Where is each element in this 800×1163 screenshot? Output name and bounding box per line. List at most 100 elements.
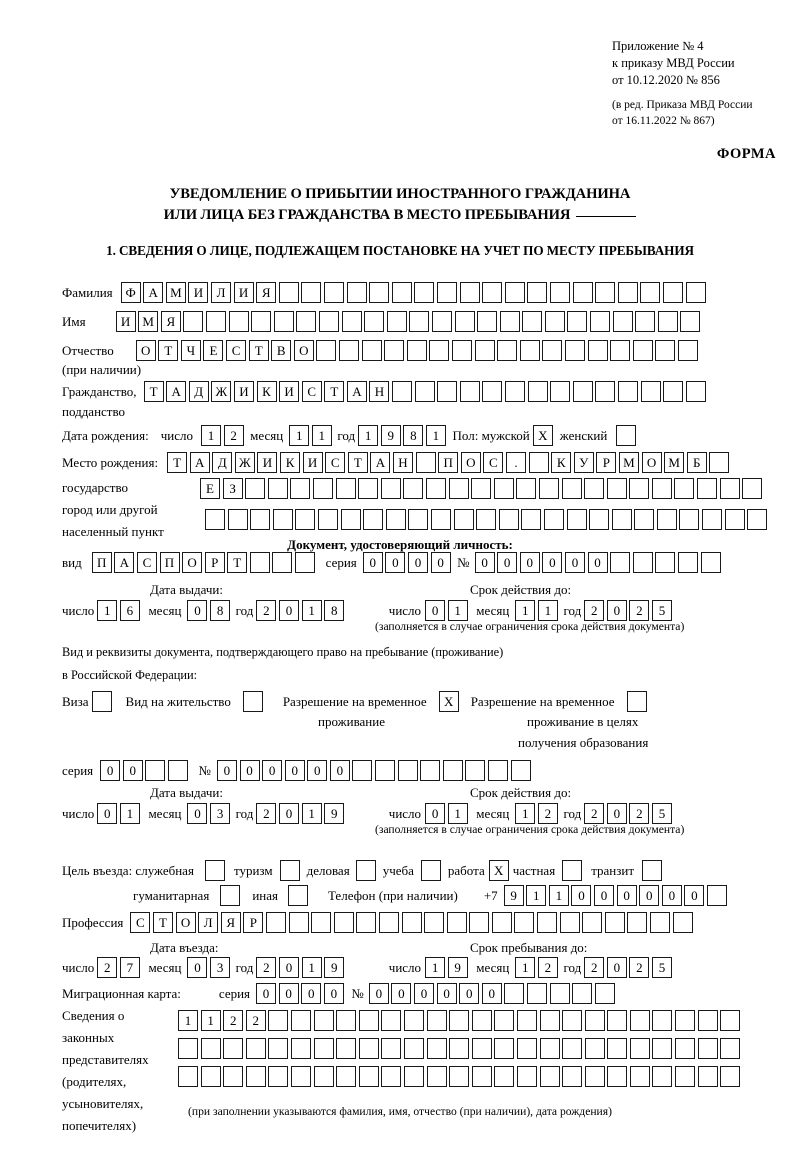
comb-cell[interactable]: П xyxy=(438,452,459,473)
comb-cell[interactable] xyxy=(333,912,354,933)
comb-cell[interactable] xyxy=(632,340,653,361)
comb-cell[interactable]: 1 xyxy=(425,425,446,446)
comb-cell[interactable] xyxy=(527,381,548,402)
comb-cell[interactable]: 0 xyxy=(368,983,389,1004)
comb-cell[interactable] xyxy=(627,912,648,933)
comb-cell[interactable]: С xyxy=(226,340,247,361)
comb-cell[interactable] xyxy=(431,311,452,332)
comb-cell[interactable] xyxy=(290,1038,311,1059)
comb-cell[interactable]: 0 xyxy=(187,803,208,824)
comb-cell[interactable]: Р xyxy=(204,552,225,573)
comb-cell[interactable]: 1 xyxy=(515,803,536,824)
comb-cell[interactable] xyxy=(595,381,616,402)
comb-cell[interactable] xyxy=(719,477,740,499)
comb-cell[interactable]: О xyxy=(460,452,481,473)
comb-cell[interactable] xyxy=(474,340,495,361)
comb-cell[interactable]: 1 xyxy=(515,957,536,978)
comb-cell[interactable]: 2 xyxy=(256,803,277,824)
comb-cell[interactable] xyxy=(516,1010,537,1031)
comb-cell[interactable] xyxy=(663,381,684,402)
comb-cell[interactable]: 2 xyxy=(629,600,650,621)
comb-cell[interactable]: 9 xyxy=(324,803,345,824)
comb-cell[interactable] xyxy=(590,311,611,332)
comb-cell[interactable]: Т xyxy=(158,340,179,361)
comb-cell[interactable] xyxy=(414,282,435,303)
comb-cell[interactable] xyxy=(316,340,337,361)
comb-cell[interactable]: Р xyxy=(243,912,264,933)
comb-cell[interactable]: 0 xyxy=(391,983,412,1004)
comb-cell[interactable]: Н xyxy=(369,381,390,402)
comb-cell[interactable]: 1 xyxy=(178,1010,198,1031)
comb-cell[interactable] xyxy=(640,381,661,402)
comb-cell[interactable] xyxy=(618,381,639,402)
comb-cell[interactable]: 2 xyxy=(537,803,558,824)
comb-cell[interactable] xyxy=(572,381,593,402)
comb-cell[interactable] xyxy=(426,1066,447,1087)
comb-cell[interactable]: М xyxy=(618,452,639,473)
comb-cell[interactable] xyxy=(205,509,225,530)
comb-cell[interactable] xyxy=(352,760,373,781)
comb-cell[interactable] xyxy=(700,552,721,573)
purpose-tourism-checkbox[interactable] xyxy=(279,860,300,881)
comb-cell[interactable]: 0 xyxy=(323,983,344,1004)
comb-cell[interactable]: 1 xyxy=(548,885,569,906)
comb-cell[interactable] xyxy=(584,477,605,499)
comb-cell[interactable] xyxy=(650,912,671,933)
comb-cell[interactable] xyxy=(594,983,615,1004)
comb-cell[interactable]: 0 xyxy=(542,552,563,573)
comb-cell[interactable] xyxy=(528,452,549,473)
comb-cell[interactable] xyxy=(401,912,422,933)
comb-cell[interactable] xyxy=(381,1010,402,1031)
comb-cell[interactable] xyxy=(675,1038,696,1059)
comb-cell[interactable] xyxy=(436,282,457,303)
comb-cell[interactable] xyxy=(497,340,518,361)
comb-cell[interactable]: Р xyxy=(596,452,617,473)
comb-cell[interactable] xyxy=(311,912,332,933)
comb-cell[interactable] xyxy=(471,1010,492,1031)
comb-cell[interactable] xyxy=(278,282,299,303)
comb-cell[interactable] xyxy=(679,509,700,530)
comb-cell[interactable] xyxy=(273,311,294,332)
comb-cell[interactable] xyxy=(471,1038,492,1059)
comb-cell[interactable] xyxy=(446,912,467,933)
comb-cell[interactable] xyxy=(403,1066,424,1087)
comb-cell[interactable]: Ж xyxy=(211,381,232,402)
comb-cell[interactable] xyxy=(491,912,512,933)
comb-cell[interactable]: С xyxy=(483,452,504,473)
purpose-study-checkbox[interactable] xyxy=(420,860,441,881)
comb-cell[interactable]: И xyxy=(257,452,278,473)
comb-cell[interactable]: М xyxy=(664,452,685,473)
comb-cell[interactable]: Т xyxy=(248,340,269,361)
comb-cell[interactable] xyxy=(414,381,435,402)
comb-cell[interactable] xyxy=(426,1010,447,1031)
comb-cell[interactable] xyxy=(657,311,678,332)
comb-cell[interactable]: 2 xyxy=(584,600,605,621)
comb-cell[interactable]: Т xyxy=(143,381,164,402)
comb-cell[interactable] xyxy=(363,509,384,530)
comb-cell[interactable]: О xyxy=(293,340,314,361)
comb-cell[interactable]: 0 xyxy=(362,552,383,573)
comb-cell[interactable] xyxy=(425,477,446,499)
comb-cell[interactable] xyxy=(268,1066,289,1087)
comb-cell[interactable]: 1 xyxy=(200,425,221,446)
comb-cell[interactable] xyxy=(562,1010,583,1031)
comb-cell[interactable] xyxy=(452,340,473,361)
comb-cell[interactable]: Л xyxy=(211,282,232,303)
comb-cell[interactable]: С xyxy=(325,452,346,473)
comb-cell[interactable] xyxy=(655,340,676,361)
comb-cell[interactable] xyxy=(550,381,571,402)
comb-cell[interactable]: А xyxy=(189,452,210,473)
comb-cell[interactable] xyxy=(494,1010,515,1031)
comb-cell[interactable]: 0 xyxy=(425,600,446,621)
comb-cell[interactable]: Т xyxy=(324,381,345,402)
comb-cell[interactable] xyxy=(290,1010,311,1031)
comb-cell[interactable]: 1 xyxy=(447,600,468,621)
comb-cell[interactable] xyxy=(385,509,406,530)
comb-cell[interactable] xyxy=(610,552,631,573)
comb-cell[interactable] xyxy=(295,509,316,530)
comb-cell[interactable] xyxy=(442,760,463,781)
comb-cell[interactable] xyxy=(375,760,396,781)
comb-cell[interactable] xyxy=(369,282,390,303)
comb-cell[interactable] xyxy=(629,477,650,499)
comb-cell[interactable]: 8 xyxy=(210,600,231,621)
